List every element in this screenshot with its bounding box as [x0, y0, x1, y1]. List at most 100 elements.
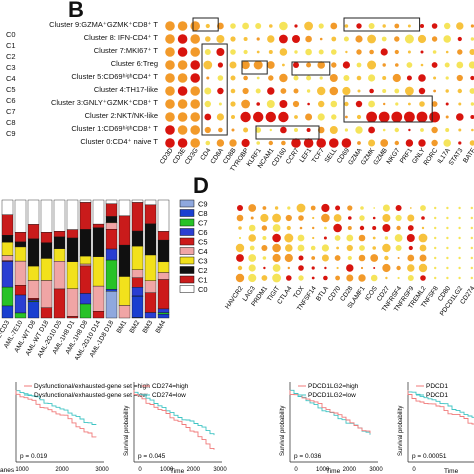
expression-dot — [392, 73, 401, 83]
km-p-value: p = 0.036 — [294, 453, 322, 460]
expression-dot — [321, 244, 329, 252]
expression-dot — [382, 128, 386, 132]
expression-dot — [419, 101, 425, 107]
expression-dot — [443, 139, 452, 147]
legend-label: C3 — [198, 257, 208, 266]
expression-dot — [407, 24, 411, 28]
expression-dot — [311, 256, 316, 260]
expression-dot — [470, 75, 474, 81]
expression-dot — [334, 255, 341, 261]
stacked-bar-segment — [79, 199, 92, 203]
expression-dot — [446, 246, 449, 250]
cluster-label: Cluster 7:MKI67⁺ T — [93, 46, 158, 55]
expression-dot — [329, 74, 338, 82]
expression-dot — [360, 266, 364, 270]
expression-dot — [177, 60, 188, 70]
sample-tick-label: BM1 — [115, 319, 128, 334]
expression-dot — [468, 61, 474, 69]
expression-dot — [378, 111, 390, 123]
legend-label: C2 — [198, 266, 208, 275]
highlight-box — [201, 43, 228, 136]
expression-dot — [218, 102, 222, 106]
expression-dot — [407, 275, 414, 281]
gene-tick-label: RORC — [423, 147, 440, 167]
expression-dot — [420, 275, 426, 281]
stacked-bar-segment — [79, 202, 92, 230]
expression-dot — [382, 224, 391, 232]
expression-dot — [431, 23, 438, 29]
expression-dot — [397, 276, 400, 280]
expression-dot — [359, 215, 365, 221]
expression-dot — [282, 63, 285, 67]
expression-dot — [235, 243, 245, 253]
expression-dot — [216, 48, 225, 56]
cluster-label: Cluster 9:GZMA⁺GZMK⁺CD8⁺ T — [49, 20, 158, 29]
expression-dot — [470, 115, 474, 119]
expression-dot — [255, 88, 261, 94]
expression-dot — [434, 246, 437, 250]
expression-dot — [372, 246, 376, 250]
expression-dot — [311, 266, 315, 270]
expression-dot — [230, 36, 236, 42]
expression-dot — [404, 34, 414, 44]
stacked-bar-segment — [66, 288, 79, 317]
stacked-bar-segment — [92, 199, 105, 225]
expression-dot — [355, 126, 363, 134]
expression-dot — [368, 100, 375, 108]
cluster-label: Cluster 8: IFN-CD4⁺ T — [83, 33, 158, 42]
expression-dot — [470, 226, 473, 230]
stacked-bar-segment — [144, 254, 157, 281]
expression-dot — [297, 234, 305, 242]
stacked-bar-segment — [157, 313, 170, 319]
expression-dot — [262, 236, 267, 240]
expression-dot — [329, 138, 339, 148]
expression-dot — [434, 216, 437, 220]
expression-dot — [204, 100, 211, 108]
expression-dot — [165, 47, 175, 57]
expression-dot — [230, 23, 236, 29]
expression-dot — [383, 102, 386, 106]
expression-dot — [318, 100, 325, 108]
expression-dot — [406, 75, 412, 81]
km-high-curve — [133, 390, 215, 450]
expression-dot — [190, 86, 200, 96]
stacked-bar-segment — [157, 261, 170, 273]
expression-dot — [359, 225, 365, 231]
expression-dot — [231, 115, 235, 119]
expression-dot — [293, 88, 299, 94]
expression-dot — [312, 226, 315, 230]
expression-dot — [177, 34, 188, 44]
km-x-tick: 0 — [412, 467, 416, 473]
expression-dot — [312, 236, 315, 240]
stacked-bar-segment — [157, 199, 170, 232]
expression-dot — [243, 75, 248, 81]
expression-dot — [382, 243, 391, 253]
expression-dot — [331, 114, 337, 120]
expression-dot — [285, 214, 292, 222]
km-x-tick: 1000 — [316, 467, 330, 473]
expression-dot — [407, 225, 414, 231]
stacked-bar-segment — [79, 255, 92, 265]
km-legend-label: PDCD1LG2=low — [308, 392, 356, 399]
expression-dot — [217, 87, 224, 95]
cluster-code: C0 — [6, 30, 16, 39]
expression-dot — [407, 264, 415, 272]
expression-dot — [342, 86, 351, 96]
expression-dot — [291, 138, 301, 148]
highlight-box — [192, 17, 219, 32]
expression-dot — [248, 204, 257, 212]
expression-dot — [445, 115, 449, 119]
expression-dot — [469, 140, 474, 146]
expression-dot — [469, 88, 474, 94]
expression-dot — [248, 273, 257, 283]
expression-dot — [256, 102, 260, 106]
expression-dot — [190, 99, 200, 109]
stacked-bar-segment — [40, 307, 53, 319]
stacked-bar-segment — [92, 227, 105, 257]
stacked-bar-segment — [131, 245, 144, 270]
expression-dot — [216, 35, 225, 43]
expression-dot — [356, 114, 362, 120]
expression-dot — [373, 267, 376, 269]
stacked-bar-segment — [144, 292, 157, 313]
expression-dot — [407, 50, 411, 54]
